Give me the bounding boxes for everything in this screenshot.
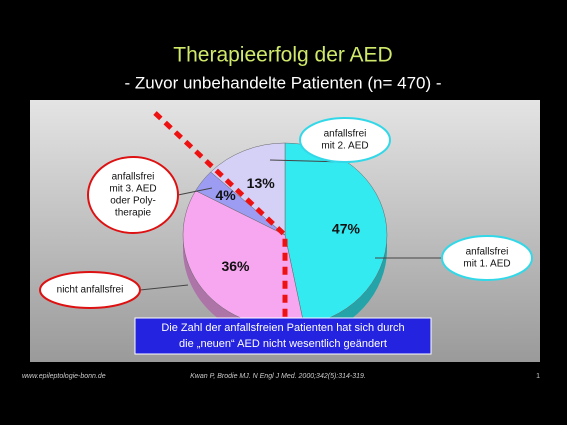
callout-label: anfallsfrei [466, 247, 509, 258]
callout-label: oder Poly- [110, 196, 156, 207]
slice [210, 142, 286, 236]
value-label: 4% [215, 187, 236, 203]
pie: 47% 36% 4% 13% [182, 142, 388, 341]
callout-label: mit 2. AED [321, 141, 368, 152]
note-line: Die Zahl der anfallsfreien Patienten hat… [161, 322, 404, 334]
callout [87, 156, 179, 234]
footer-center: Kwan P, Brodie MJ. N Engl J Med. 2000;34… [190, 373, 366, 380]
value-label: 36% [221, 258, 250, 274]
callout [39, 271, 141, 309]
divider-line [153, 111, 288, 322]
note-box [134, 317, 432, 355]
callout-label: therapie [115, 208, 152, 219]
callout-label: nicht anfallsfrei [57, 285, 124, 296]
callout-label: anfallsfrei [112, 172, 155, 183]
chart-title: Therapieerfolg der AED [173, 44, 392, 67]
callout-label: mit 3. AED [109, 184, 156, 195]
value-label: 13% [247, 175, 276, 191]
note-line: die „neuen“ AED nicht wesentlich geänder… [179, 338, 387, 350]
callout-label: anfallsfrei [324, 129, 367, 140]
callout [441, 235, 533, 281]
callout-label: mit 1. AED [463, 259, 510, 270]
chart-subtitle: - Zuvor unbehandelte Patienten (n= 470) … [124, 73, 441, 92]
footer-left: www.epileptologie-bonn.de [22, 373, 106, 380]
callout-leader [139, 284, 189, 291]
value-label: 47% [332, 221, 361, 237]
callout [299, 117, 391, 163]
callout-leader [177, 187, 213, 196]
footer-right: 1 [536, 373, 540, 380]
